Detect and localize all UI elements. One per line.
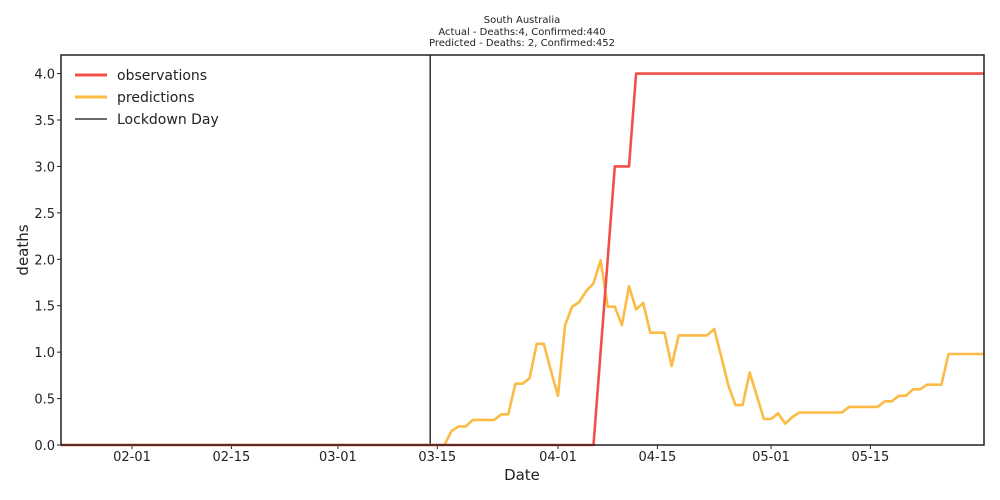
plot-frame xyxy=(60,54,985,446)
x-tick-label: 02-15 xyxy=(213,450,251,465)
y-tick-label: 0.0 xyxy=(34,439,55,454)
x-tick-label: 04-01 xyxy=(539,450,577,465)
x-tick-label: 03-01 xyxy=(319,450,357,465)
y-tick-label: 0.5 xyxy=(34,393,55,408)
y-tick-label: 4.0 xyxy=(34,68,55,83)
x-tick-label: 05-01 xyxy=(752,450,790,465)
chart-title-line-2: Actual - Deaths:4, Confirmed:440 xyxy=(438,27,605,38)
x-tick-label: 04-15 xyxy=(639,450,677,465)
x-tick-label: 03-15 xyxy=(418,450,456,465)
y-tick-label: 3.5 xyxy=(34,114,55,129)
y-tick-label: 2.5 xyxy=(34,207,55,222)
y-axis-ticks: 0.0 0.5 1.0 1.5 2.0 2.5 3.0 3.5 4.0 xyxy=(34,68,61,454)
chart-title-line-1: South Australia xyxy=(484,15,560,26)
y-tick-label: 1.5 xyxy=(34,300,55,315)
y-tick-label: 1.0 xyxy=(34,346,55,361)
x-tick-label: 05-15 xyxy=(852,450,890,465)
chart-title-line-3: Predicted - Deaths: 2, Confirmed:452 xyxy=(429,38,615,49)
y-tick-label: 3.0 xyxy=(34,160,55,175)
series-line-observations xyxy=(61,72,984,447)
x-axis-ticks: 02-01 02-15 03-01 03-15 04-01 04-15 05-01 05-15 xyxy=(113,445,889,465)
y-tick-label: 2.0 xyxy=(34,253,55,268)
legend: observations predictions Lockdown Day xyxy=(75,68,219,128)
legend-label-predictions: predictions xyxy=(117,90,195,106)
y-axis-label: deaths xyxy=(14,224,32,275)
legend-label-observations: observations xyxy=(117,68,207,84)
legend-label-lockdown-day: Lockdown Day xyxy=(117,112,219,128)
x-tick-label: 02-01 xyxy=(113,450,151,465)
series-line-predictions xyxy=(61,258,984,447)
x-axis-label: Date xyxy=(504,466,540,484)
